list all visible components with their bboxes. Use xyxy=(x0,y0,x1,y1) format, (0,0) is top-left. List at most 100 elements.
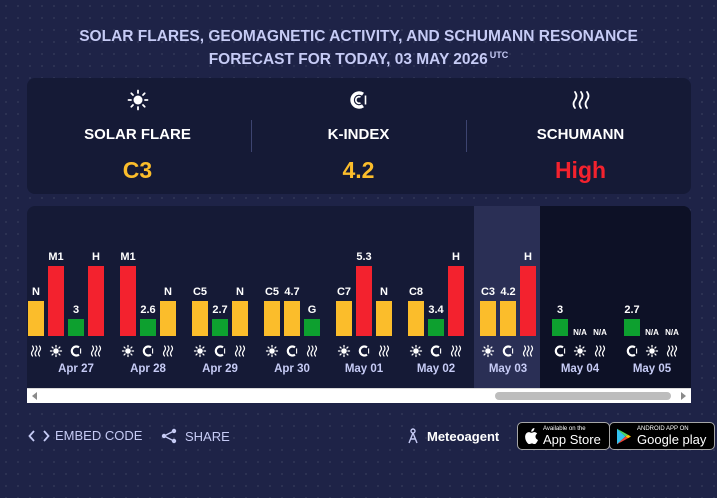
bar-solar xyxy=(48,266,64,336)
bar-solar xyxy=(336,301,352,336)
bar-value-label: N/A xyxy=(573,328,587,337)
bar-value-label: 3 xyxy=(557,304,563,316)
apple-icon xyxy=(525,428,538,444)
summary-panel: SOLAR FLARE C3 K-INDEX 4.2 SCHUMANN xyxy=(27,78,691,194)
sun-icon xyxy=(193,344,207,358)
scroll-thumb[interactable] xyxy=(495,392,671,400)
summary-schumann: SCHUMANN High xyxy=(470,78,691,194)
bar-value-label: C8 xyxy=(409,286,423,298)
bar-schumann xyxy=(232,301,248,336)
chart-scrollbar[interactable] xyxy=(27,388,691,403)
magnet-icon xyxy=(214,345,226,357)
magnet-icon xyxy=(358,345,370,357)
bar-value-label: M1 xyxy=(120,251,135,263)
bar-solar xyxy=(264,301,280,336)
embed-code-label: EMBED CODE xyxy=(55,428,143,443)
magnet-icon xyxy=(142,345,154,357)
forecast-chart[interactable]: N M1 3 H Apr 27 M1 2.6 N Apr 28 C5 2.7 N Apr 29 C5 4.7… xyxy=(27,206,691,388)
bar-value-label: 2.7 xyxy=(212,304,227,316)
bar-value-label: N/A xyxy=(593,328,607,337)
code-icon xyxy=(28,429,50,442)
google-play-icon xyxy=(617,428,631,444)
solar-flare-value: C3 xyxy=(122,157,153,183)
bar-schumann xyxy=(160,301,176,336)
meteoagent-link[interactable]: Meteoagent xyxy=(406,428,499,444)
bar-value-label: C5 xyxy=(265,286,279,298)
bar-value-label: H xyxy=(92,251,100,263)
bar-value-label: 5.3 xyxy=(356,251,371,263)
date-label: Apr 30 xyxy=(274,363,310,375)
app-store-button[interactable]: Available on the App Store xyxy=(517,422,610,450)
google-play-button[interactable]: ANDROID APP ON Google play xyxy=(609,422,716,450)
bar-value-label: 3 xyxy=(73,304,79,316)
bar-value-label: C7 xyxy=(337,286,351,298)
footer: EMBED CODE SHARE Meteoagent Available on… xyxy=(0,422,717,452)
sun-icon xyxy=(27,89,248,111)
page-title-date: FORECAST FOR TODAY, 03 MAY 2026 xyxy=(208,51,488,68)
app-store-small-text: Available on the xyxy=(543,426,586,432)
bar-kindex xyxy=(68,319,84,336)
sun-icon xyxy=(49,344,63,358)
bar-solar xyxy=(408,301,424,336)
bar-value-label: G xyxy=(308,304,317,316)
magnet-icon xyxy=(286,345,298,357)
app-store-big-text: App Store xyxy=(543,432,601,447)
summary-divider xyxy=(251,120,252,152)
schumann-label: SCHUMANN xyxy=(536,126,625,143)
magnet-icon xyxy=(70,345,82,357)
date-label: Apr 28 xyxy=(130,363,166,375)
sun-icon xyxy=(645,344,659,358)
bar-value-label: N/A xyxy=(665,328,679,337)
bar-kindex xyxy=(428,319,444,336)
bar-kindex xyxy=(140,319,156,336)
scroll-right-arrow-icon[interactable] xyxy=(681,392,686,400)
sun-icon xyxy=(121,344,135,358)
bar-solar xyxy=(480,301,496,336)
bar-value-label: 2.6 xyxy=(140,304,155,316)
solar-flare-label: SOLAR FLARE xyxy=(84,126,191,143)
date-label: Apr 29 xyxy=(202,363,238,375)
future-days-area xyxy=(540,206,691,388)
date-label: May 01 xyxy=(345,363,384,375)
scroll-left-arrow-icon[interactable] xyxy=(32,392,37,400)
embed-code-button[interactable]: EMBED CODE xyxy=(28,428,142,443)
bar-kindex xyxy=(624,319,640,336)
sun-icon xyxy=(573,344,587,358)
bar-value-label: N xyxy=(380,286,388,298)
date-label: May 03 xyxy=(489,363,527,375)
bar-value-label: C5 xyxy=(193,286,207,298)
magnet-icon xyxy=(248,89,469,111)
bar-value-label: 4.2 xyxy=(500,286,515,298)
wave-icon xyxy=(306,345,318,357)
summary-solar: SOLAR FLARE C3 xyxy=(27,78,248,194)
bar-value-label: N xyxy=(236,286,244,298)
sun-icon xyxy=(265,344,279,358)
page-title-line2: FORECAST FOR TODAY, 03 MAY 2026 UTC xyxy=(0,46,717,69)
wave-icon xyxy=(378,345,390,357)
wave-icon xyxy=(30,345,42,357)
google-play-big-text: Google play xyxy=(637,432,707,447)
bar-value-label: H xyxy=(524,251,532,263)
bar-value-label: 3.4 xyxy=(428,304,444,316)
bar-schumann xyxy=(448,266,464,336)
bar-value-label: 2.7 xyxy=(624,304,639,316)
wave-icon xyxy=(666,345,678,357)
wave-icon xyxy=(450,345,462,357)
utc-label: UTC xyxy=(489,50,509,60)
share-button[interactable]: SHARE xyxy=(160,428,230,444)
bar-value-label: 4.7 xyxy=(284,286,299,298)
bar-schumann xyxy=(520,266,536,336)
date-label: May 04 xyxy=(561,363,600,375)
bar-solar xyxy=(120,266,136,336)
share-label: SHARE xyxy=(185,428,230,444)
page-title: SOLAR FLARES, GEOMAGNETIC ACTIVITY, AND … xyxy=(0,27,717,69)
bar-value-label: N xyxy=(32,286,40,298)
bar-kindex xyxy=(552,319,568,336)
page-title-line1: SOLAR FLARES, GEOMAGNETIC ACTIVITY, AND … xyxy=(79,28,638,45)
kindex-value: 4.2 xyxy=(342,157,375,183)
magnet-icon xyxy=(430,345,442,357)
bar-kindex xyxy=(356,266,372,336)
bar-kindex xyxy=(284,301,300,336)
wave-icon xyxy=(90,345,102,357)
wave-icon xyxy=(470,89,691,111)
